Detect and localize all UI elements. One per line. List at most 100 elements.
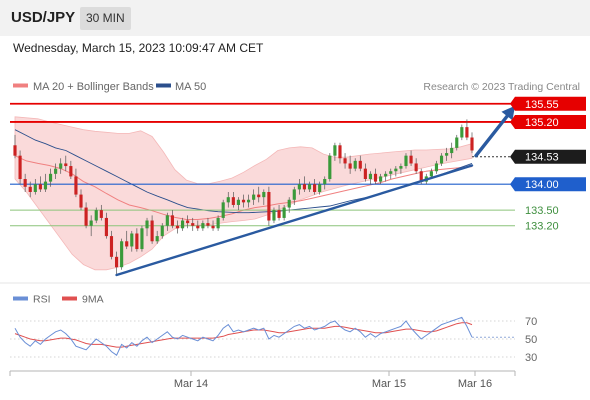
candlesticks (13, 119, 474, 275)
candle-body (69, 166, 73, 177)
candle-body (155, 236, 159, 242)
candle-body (196, 225, 200, 229)
candle-body (180, 220, 185, 229)
rsi-tick-label-30: 30 (525, 352, 537, 364)
candle-body (241, 199, 246, 203)
rsi-ma9-line (14, 322, 473, 348)
candle-body (99, 210, 103, 218)
candle-body (429, 171, 433, 177)
level-label-135-55: 135.55 (525, 99, 559, 111)
x-tick-label: Mar 15 (372, 378, 406, 390)
forecast-arrow-head (501, 105, 515, 121)
report-timestamp: Wednesday, March 15, 2023 10:09:47 AM CE… (13, 41, 264, 55)
candle-body (33, 184, 37, 192)
candle-body (186, 220, 190, 224)
candle-body (175, 225, 180, 229)
candle-body (160, 225, 164, 237)
candle-body (74, 176, 78, 195)
candle-body (59, 163, 63, 169)
candle-body (318, 184, 322, 192)
candle-body (145, 220, 149, 229)
candle-body (419, 171, 423, 182)
credit-label: Research © 2023 Trading Central (423, 81, 580, 93)
level-label-133-50: 133.50 (525, 205, 559, 217)
candle-body (434, 163, 439, 172)
candle-body (445, 153, 449, 156)
candle-body (236, 199, 240, 205)
candle-body (343, 158, 347, 164)
timeframe-badge[interactable]: 30 MIN (80, 7, 131, 30)
candle-body (262, 191, 266, 198)
level-label-134-53: 134.53 (525, 152, 559, 164)
bollinger-bands (14, 116, 473, 271)
candle-body (135, 233, 139, 250)
price-levels (10, 102, 515, 227)
trendlines (115, 105, 515, 277)
level-label-133-20: 133.20 (525, 221, 559, 233)
candle-body (353, 160, 357, 169)
candle-body (64, 163, 68, 167)
level-badges: 135.55 135.20 134.53 134.00 133.50 133.20 (510, 96, 586, 233)
candle-body (470, 137, 474, 151)
candle-body (23, 179, 27, 187)
candle-body (94, 210, 98, 221)
candle-body (323, 179, 327, 185)
candle-body (399, 166, 403, 169)
candle-body (54, 168, 58, 174)
candle-body (252, 194, 256, 200)
candle-body (313, 184, 317, 192)
candle-body (43, 181, 48, 190)
candle-body (363, 168, 367, 180)
ma50-legend-swatch (156, 83, 171, 88)
candle-body (79, 194, 83, 208)
candle-body (257, 194, 261, 198)
rsi-legend: RSI 9MA (13, 294, 104, 306)
candle-body (307, 184, 312, 190)
rsi-legend-swatch (13, 296, 28, 301)
candle-body (104, 217, 108, 237)
candle-body (89, 220, 93, 226)
candle-body (191, 223, 195, 226)
candle-body (297, 184, 301, 190)
x-axis: Mar 14 Mar 15 Mar 16 (9, 370, 516, 390)
candle-body (287, 199, 291, 208)
candle-body (384, 173, 388, 177)
rsi-line (14, 316, 473, 356)
level-label-135-20: 135.20 (525, 117, 559, 129)
ma9-legend-swatch (62, 296, 77, 301)
candle-body (170, 215, 174, 226)
level-badge-134-00 (510, 177, 586, 192)
candle-body (120, 241, 124, 268)
candle-body (48, 173, 53, 182)
candle-body (414, 163, 418, 172)
level-badge-135-20 (510, 114, 586, 129)
candle-body (394, 168, 398, 172)
candle-body (333, 145, 337, 156)
candle-body (282, 207, 286, 218)
candle-body (226, 197, 230, 203)
bollinger-band-area (14, 116, 473, 271)
x-tick-label: Mar 16 (458, 378, 492, 390)
x-tick-label: Mar 14 (174, 378, 208, 390)
candle-body (140, 228, 144, 250)
candle-body (38, 184, 42, 190)
candle-body (465, 127, 469, 138)
candle-body (165, 215, 169, 226)
forecast-arrow-shaft (474, 112, 511, 158)
candle-body (450, 147, 454, 154)
candle-body (460, 127, 464, 138)
ma20-legend-label: MA 20 + Bollinger Bands (33, 81, 154, 93)
rsi-legend-label: RSI (33, 294, 51, 306)
ma50-legend-label: MA 50 (175, 81, 206, 93)
candle-body (206, 223, 210, 226)
candle-body (272, 210, 276, 221)
candle-body (109, 236, 114, 257)
candle-body (358, 160, 362, 169)
candle-body (455, 137, 459, 148)
candle-body (130, 233, 134, 247)
candle-body (368, 173, 373, 180)
candle-body (328, 155, 332, 180)
candle-body (28, 186, 32, 192)
instrument-title: USD/JPY (11, 9, 76, 26)
